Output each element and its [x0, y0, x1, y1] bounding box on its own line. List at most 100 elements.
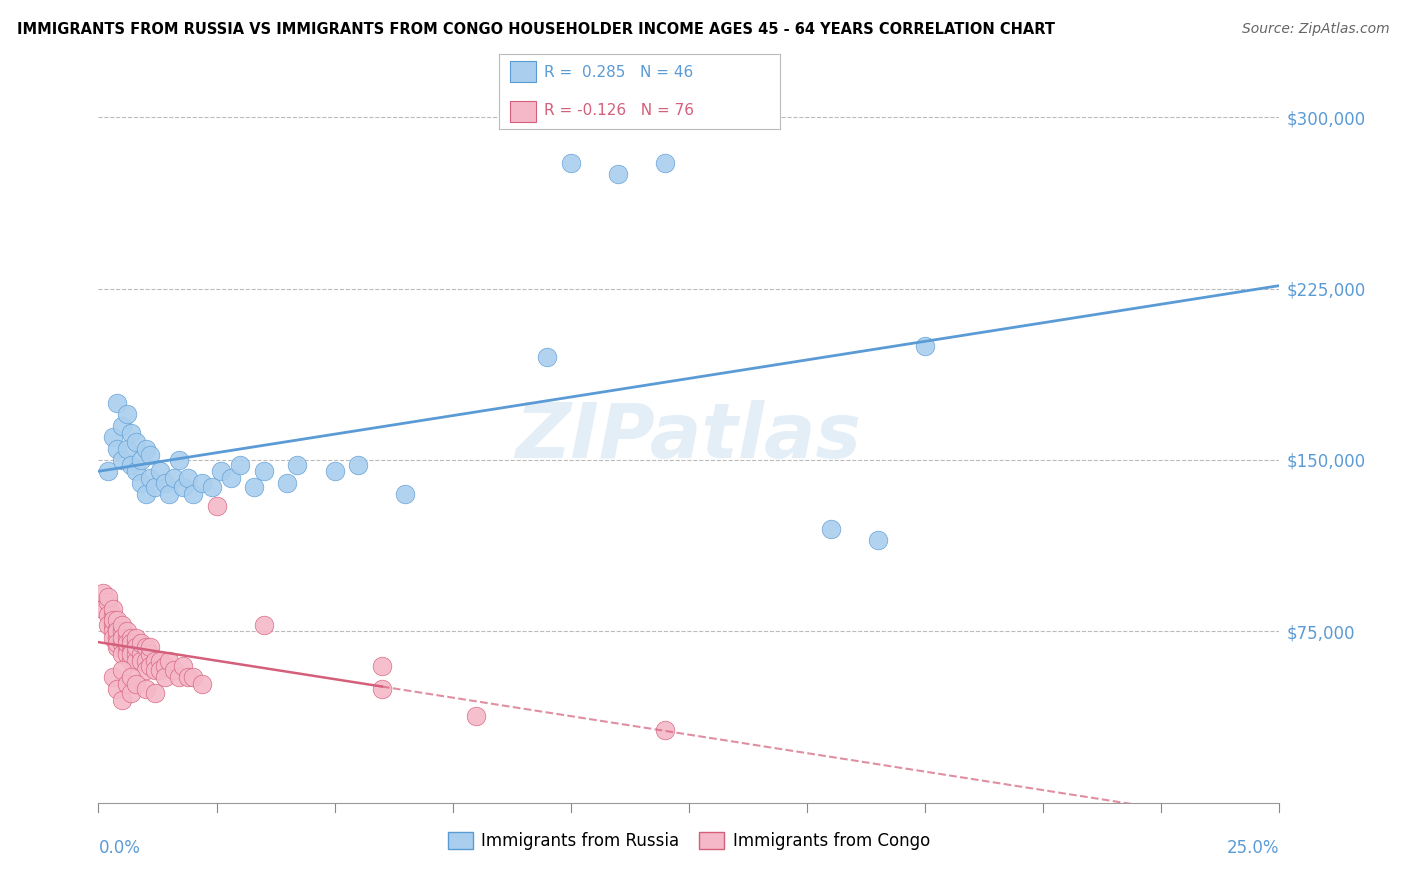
- Point: [654, 723, 676, 737]
- Point: [135, 442, 157, 456]
- Point: [229, 458, 252, 472]
- Point: [135, 654, 157, 668]
- Point: [115, 624, 138, 639]
- Point: [172, 658, 194, 673]
- Point: [820, 521, 842, 535]
- Point: [285, 458, 308, 472]
- Point: [201, 480, 224, 494]
- Point: [139, 448, 162, 462]
- Point: [607, 167, 630, 181]
- Point: [111, 636, 134, 650]
- Point: [560, 155, 582, 169]
- Point: [91, 585, 114, 599]
- Point: [105, 624, 128, 639]
- Point: [129, 453, 152, 467]
- Point: [115, 407, 138, 421]
- Point: [191, 677, 214, 691]
- Point: [394, 487, 416, 501]
- Point: [111, 663, 134, 677]
- Point: [97, 617, 120, 632]
- Point: [105, 681, 128, 696]
- Point: [177, 471, 200, 485]
- Point: [139, 658, 162, 673]
- Point: [253, 617, 276, 632]
- Point: [111, 418, 134, 433]
- Point: [121, 458, 143, 472]
- Point: [97, 594, 120, 608]
- Point: [121, 425, 143, 440]
- Point: [105, 632, 128, 646]
- Point: [139, 647, 162, 661]
- Point: [115, 640, 138, 655]
- Point: [276, 475, 298, 490]
- Point: [139, 640, 162, 655]
- Point: [121, 636, 143, 650]
- Point: [105, 636, 128, 650]
- Point: [163, 471, 186, 485]
- Point: [181, 670, 204, 684]
- Point: [125, 632, 148, 646]
- Point: [91, 601, 114, 615]
- Point: [115, 442, 138, 456]
- Point: [101, 632, 124, 646]
- Point: [135, 640, 157, 655]
- Text: R =  0.285   N = 46: R = 0.285 N = 46: [544, 64, 693, 79]
- Point: [129, 475, 152, 490]
- Point: [101, 608, 124, 623]
- Point: [253, 464, 276, 478]
- Point: [157, 654, 180, 668]
- Text: 25.0%: 25.0%: [1227, 839, 1279, 857]
- Point: [125, 677, 148, 691]
- Point: [172, 480, 194, 494]
- Point: [97, 464, 120, 478]
- Point: [125, 640, 148, 655]
- Point: [97, 608, 120, 623]
- Point: [115, 636, 138, 650]
- Point: [101, 670, 124, 684]
- Point: [371, 658, 394, 673]
- Point: [143, 480, 166, 494]
- Point: [101, 601, 124, 615]
- Point: [105, 640, 128, 655]
- Point: [654, 155, 676, 169]
- Point: [219, 471, 242, 485]
- Point: [105, 613, 128, 627]
- Point: [209, 464, 232, 478]
- Point: [243, 480, 266, 494]
- Point: [205, 499, 228, 513]
- Point: [105, 396, 128, 410]
- Point: [866, 533, 889, 547]
- Point: [111, 617, 134, 632]
- Point: [121, 632, 143, 646]
- Point: [125, 434, 148, 449]
- Point: [111, 453, 134, 467]
- Point: [143, 686, 166, 700]
- Point: [371, 681, 394, 696]
- Point: [153, 658, 176, 673]
- Legend: Immigrants from Russia, Immigrants from Congo: Immigrants from Russia, Immigrants from …: [441, 825, 936, 856]
- Point: [111, 624, 134, 639]
- Point: [121, 640, 143, 655]
- Point: [157, 487, 180, 501]
- Point: [181, 487, 204, 501]
- Point: [115, 677, 138, 691]
- Point: [121, 686, 143, 700]
- Point: [914, 338, 936, 352]
- Point: [115, 647, 138, 661]
- Point: [536, 350, 558, 364]
- Point: [111, 632, 134, 646]
- Point: [191, 475, 214, 490]
- Point: [143, 663, 166, 677]
- Text: R = -0.126   N = 76: R = -0.126 N = 76: [544, 103, 695, 119]
- Point: [125, 636, 148, 650]
- Point: [105, 442, 128, 456]
- Point: [121, 654, 143, 668]
- Point: [129, 647, 152, 661]
- Point: [177, 670, 200, 684]
- Point: [167, 670, 190, 684]
- Point: [121, 647, 143, 661]
- Point: [323, 464, 346, 478]
- Text: IMMIGRANTS FROM RUSSIA VS IMMIGRANTS FROM CONGO HOUSEHOLDER INCOME AGES 45 - 64 : IMMIGRANTS FROM RUSSIA VS IMMIGRANTS FRO…: [17, 22, 1054, 37]
- Point: [101, 430, 124, 444]
- Point: [97, 590, 120, 604]
